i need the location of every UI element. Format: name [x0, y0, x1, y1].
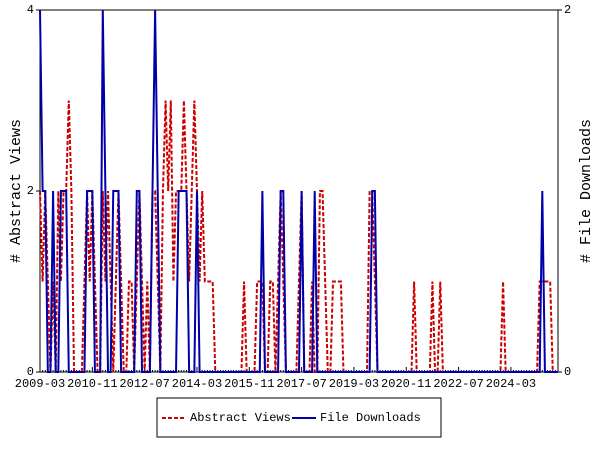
y2-tick-label: 0 [564, 365, 571, 379]
y2-tick-label: 2 [564, 3, 571, 17]
x-tick-label: 2017-07 [276, 377, 326, 391]
x-tick-label: 2012-07 [119, 377, 169, 391]
legend-label: File Downloads [320, 411, 421, 425]
y-axis-title: # Abstract Views [8, 119, 25, 263]
legend-label: Abstract Views [190, 411, 291, 425]
x-tick-label: 2014-03 [172, 377, 222, 391]
y2-axis-title: # File Downloads [578, 119, 595, 263]
x-tick-label: 2010-11 [67, 377, 117, 391]
x-tick-label: 2024-03 [486, 377, 536, 391]
x-tick-label: 2019-03 [329, 377, 379, 391]
y-tick-label: 2 [27, 184, 34, 198]
y-tick-label: 4 [27, 3, 34, 17]
legend-box [156, 397, 442, 438]
y-tick-label: 0 [27, 365, 34, 379]
x-tick-label: 2015-11 [224, 377, 274, 391]
x-tick-label: 2020-11 [381, 377, 431, 391]
x-tick-label: 2022-07 [433, 377, 483, 391]
x-tick-label: 2009-03 [15, 377, 65, 391]
series-line [39, 9, 558, 373]
